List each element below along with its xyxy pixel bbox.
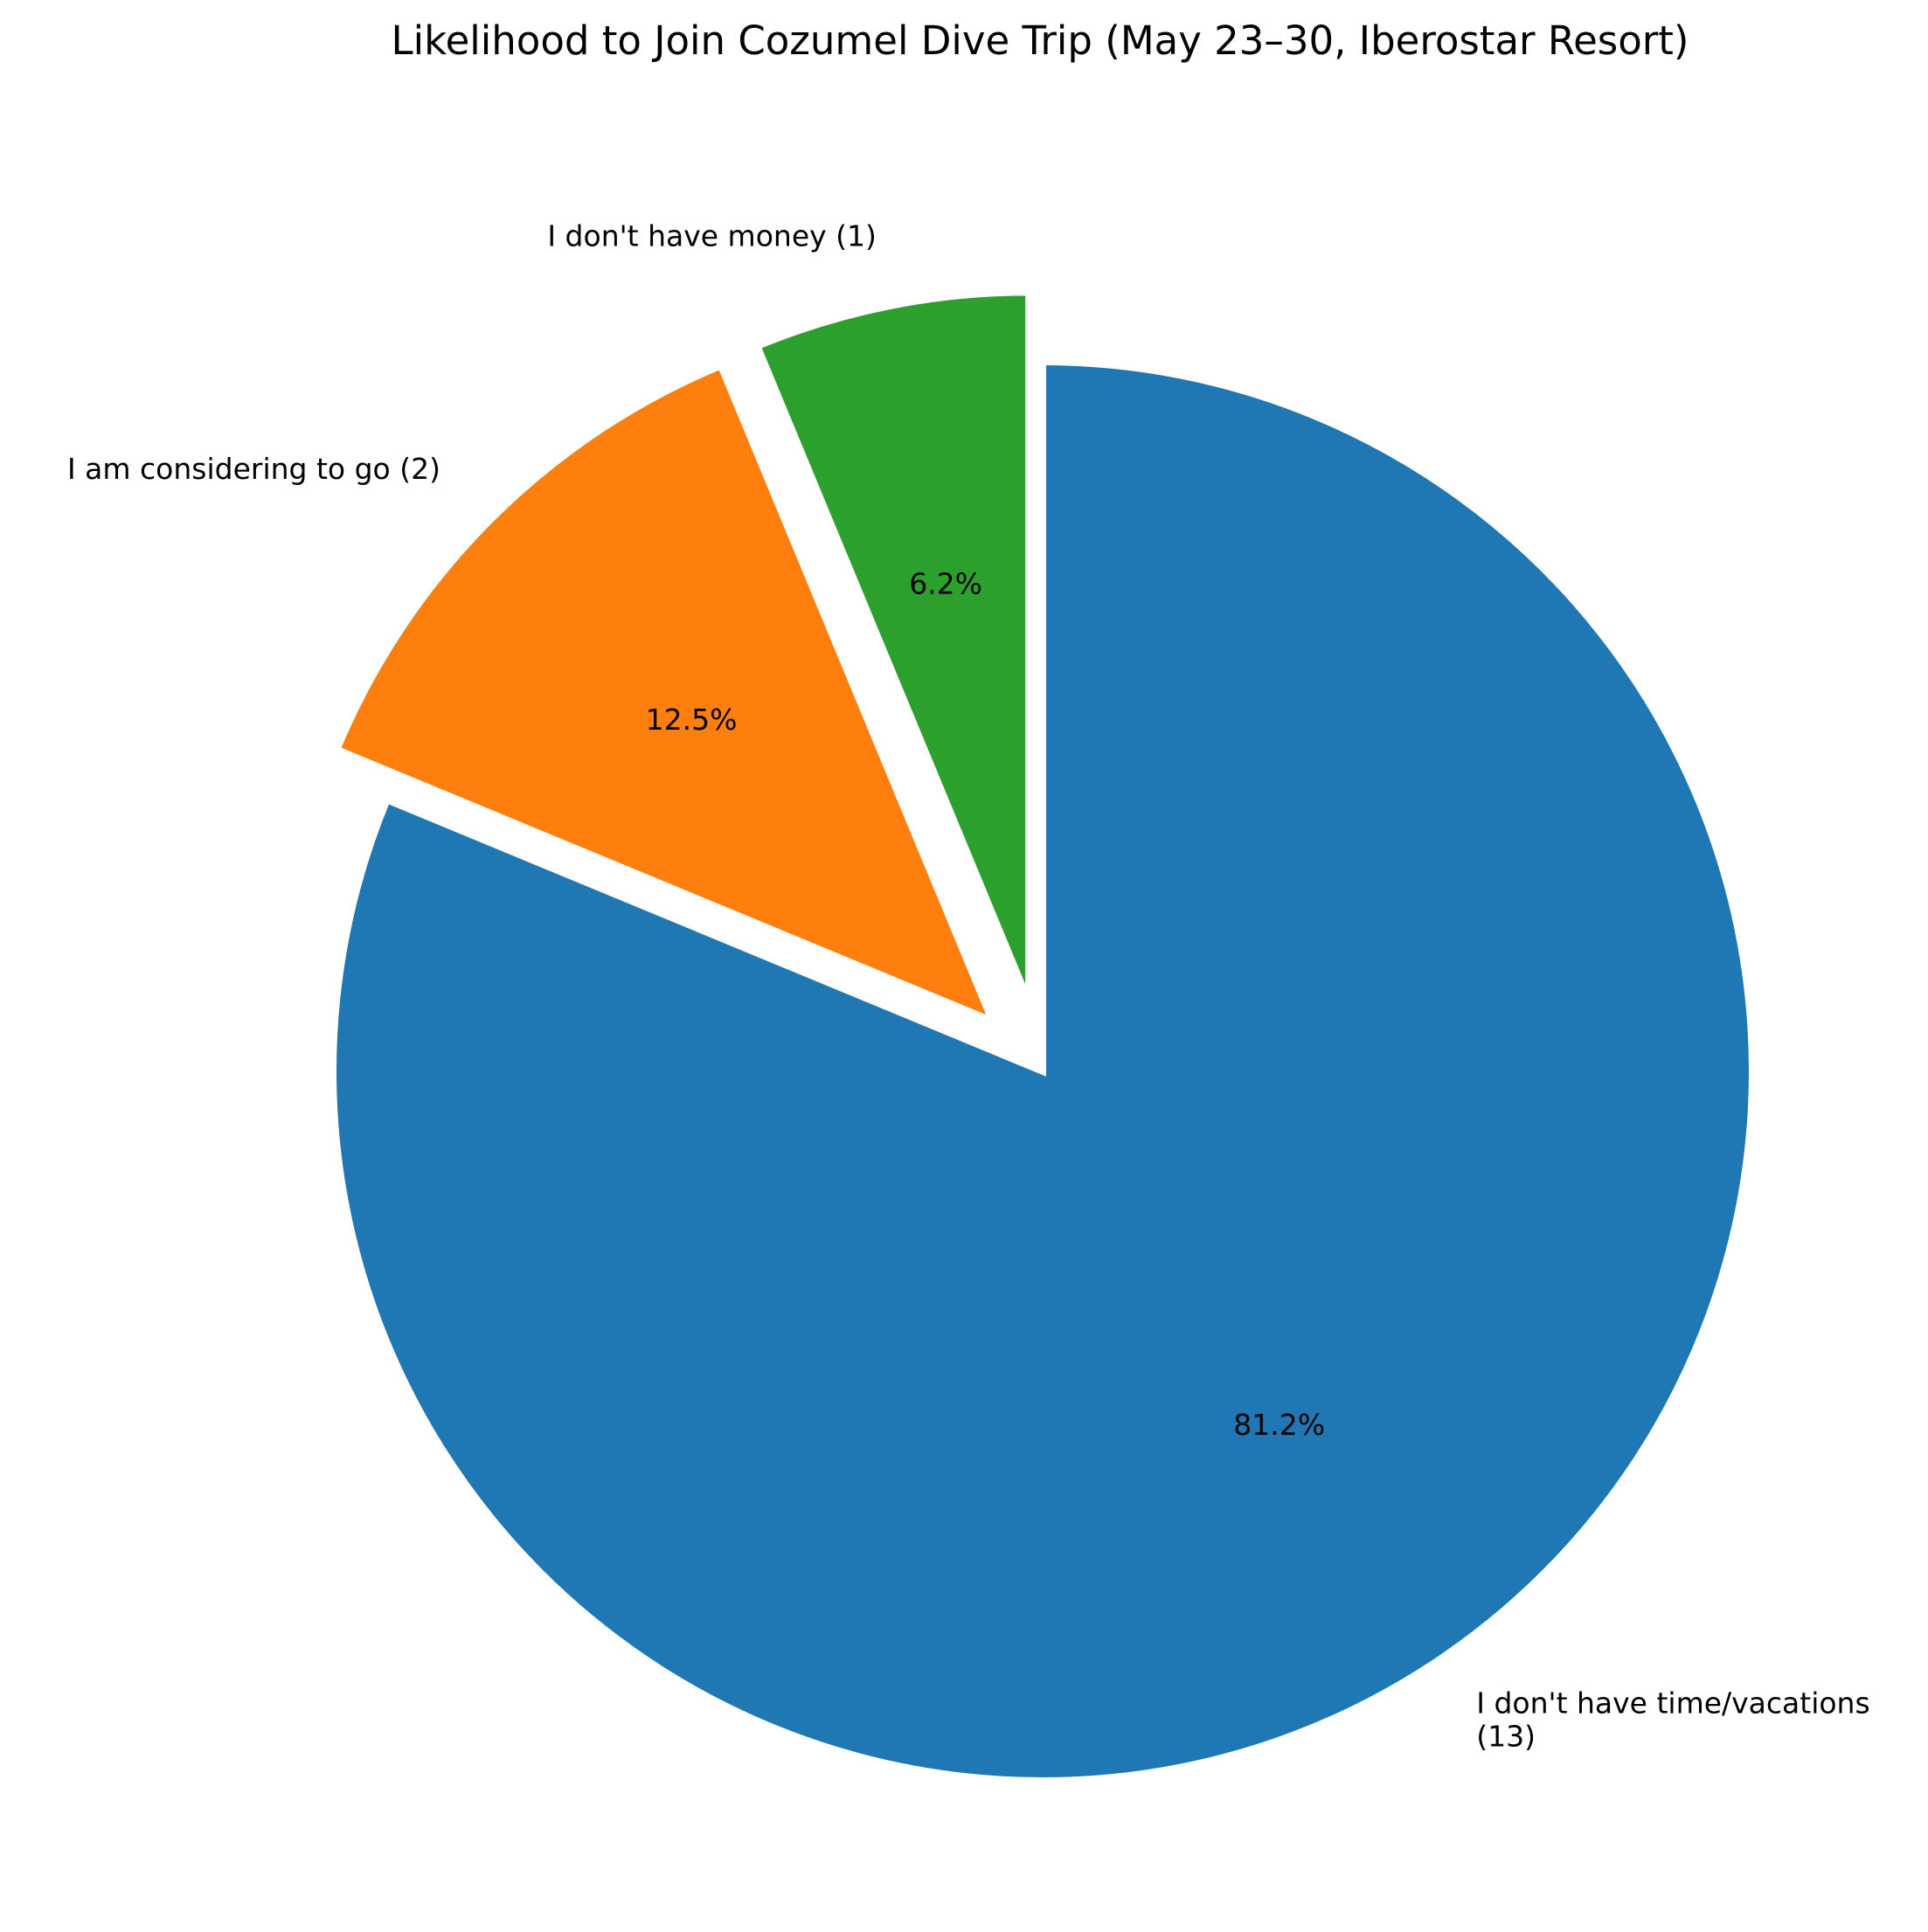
pie-slice-2 bbox=[752, 288, 1033, 1003]
slice-percent-0: 81.2% bbox=[1233, 1408, 1325, 1442]
pie-slice-1 bbox=[332, 361, 999, 1028]
slice-label-1: I am considering to go (2) bbox=[67, 452, 440, 486]
slice-label-line: I don't have money (1) bbox=[547, 218, 877, 253]
slice-label-line: I don't have time/vacations bbox=[1476, 1686, 1869, 1721]
pie-slice-0 bbox=[329, 357, 1756, 1784]
slice-label-line: I am considering to go (2) bbox=[67, 452, 440, 486]
pie-slices bbox=[329, 288, 1756, 1784]
slice-label-2: I don't have money (1) bbox=[547, 218, 877, 253]
pie-labels: I don't have time/vacations (13) 81.2% I am… bbox=[67, 218, 1870, 1753]
slice-percent-1: 12.5% bbox=[646, 703, 738, 737]
slice-label-line: (13) bbox=[1476, 1720, 1536, 1754]
chart-title: Likelihood to Join Cozumel Dive Trip (Ma… bbox=[392, 17, 1689, 64]
slice-percent-2: 6.2% bbox=[909, 567, 982, 601]
slice-label-0: I don't have time/vacations (13) bbox=[1476, 1686, 1869, 1754]
